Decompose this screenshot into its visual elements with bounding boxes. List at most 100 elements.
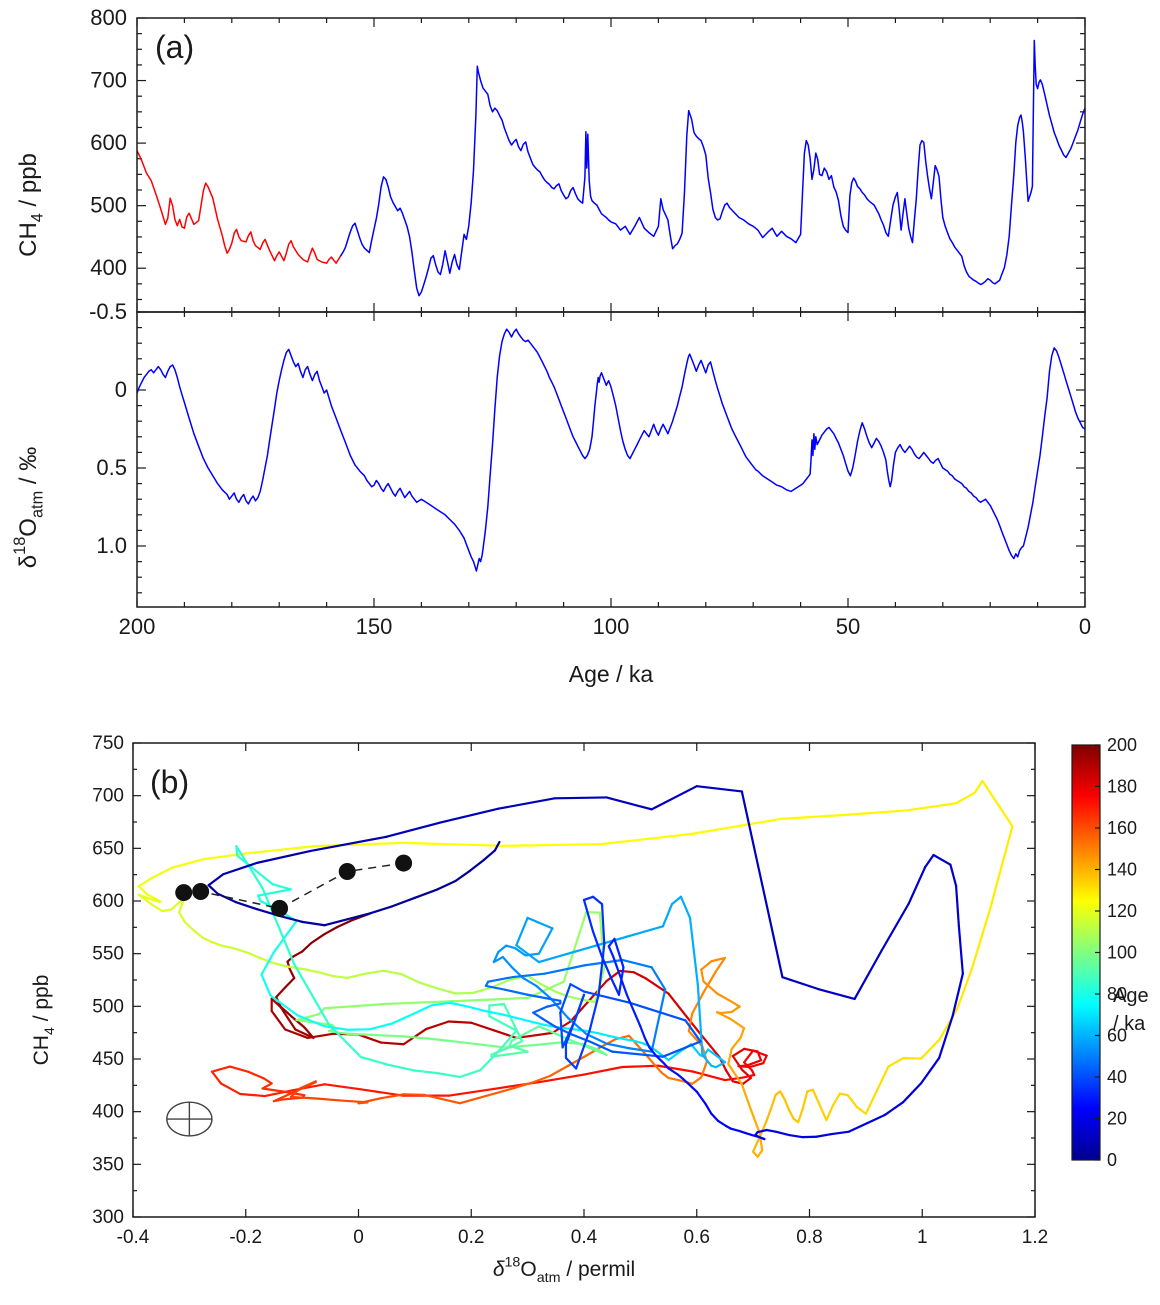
phase-segment — [533, 1013, 542, 1019]
phase-segment — [771, 1095, 776, 1108]
phase-segment — [627, 995, 641, 1027]
x-tick-label: 0.8 — [796, 1227, 822, 1248]
phase-segment — [194, 930, 203, 937]
y-tick-label: 500 — [92, 996, 124, 1017]
phase-segment — [302, 922, 325, 925]
phase-segment — [545, 965, 586, 973]
phase-segment — [990, 826, 1013, 910]
phase-segment — [555, 797, 607, 798]
phase-segment — [274, 963, 288, 966]
phase-x-axis-label: δ18Oatm / permil — [493, 1255, 635, 1286]
phase-segment — [503, 957, 512, 967]
phase-segment — [506, 946, 515, 949]
phase-segment — [325, 1026, 348, 1029]
y-tick-label: 400 — [92, 1102, 124, 1123]
phase-segment — [921, 1040, 939, 1059]
colorbar-tick-label: 20 — [1107, 1109, 1127, 1129]
phase-segment — [706, 1104, 712, 1113]
phase-segment — [530, 1021, 544, 1024]
black-dot-marker — [175, 884, 192, 901]
phase-segment — [139, 878, 153, 886]
phase-segment — [816, 1134, 831, 1137]
phase-segment — [484, 850, 495, 860]
colorbar-tick-label: 180 — [1107, 777, 1137, 797]
phase-segment — [516, 918, 527, 945]
phase-segment — [669, 994, 680, 1008]
panel-b-letter: (b) — [150, 764, 189, 800]
phase-segment — [525, 1026, 539, 1033]
phase-segment — [415, 1071, 438, 1074]
x-tick-label: 0.6 — [684, 1227, 710, 1248]
y-tick-label: 0.5 — [96, 455, 127, 480]
colorbar-label-line1: Age — [1113, 985, 1149, 1007]
phase-segment — [171, 902, 179, 909]
phase-segment — [782, 977, 818, 989]
phase-segment — [826, 1105, 833, 1120]
phase-segment — [855, 951, 882, 999]
phase-segment — [744, 1051, 753, 1063]
phase-segment — [582, 1000, 596, 1003]
phase-segment — [539, 1026, 553, 1032]
d18o-y-axis-label: δ18Oatm / ‰ — [11, 447, 47, 568]
black-dot-marker — [192, 883, 209, 900]
x-tick-label: 0 — [353, 1227, 364, 1248]
colorbar-tick-label: 160 — [1107, 818, 1137, 838]
phase-segment — [646, 979, 657, 987]
phase-segment — [381, 1043, 404, 1045]
phase-segment — [882, 904, 909, 951]
phase-segment — [885, 1102, 903, 1115]
phase-segment — [469, 1043, 505, 1047]
phase-segment — [593, 897, 602, 904]
phase-segment — [392, 898, 415, 906]
phase-segment — [701, 970, 703, 982]
phase-segment — [982, 781, 1012, 826]
phase-segment — [634, 972, 646, 978]
phase-segment — [320, 973, 334, 977]
y-tick-label: 650 — [92, 838, 124, 859]
phase-segment — [533, 1007, 547, 1013]
y-tick-label: 300 — [92, 1207, 124, 1228]
phase-segment — [285, 978, 294, 987]
y-tick-label: 400 — [90, 255, 127, 280]
x-tick-label: 150 — [356, 614, 393, 639]
phase-segment — [697, 1092, 706, 1105]
phase-segment — [489, 1016, 503, 1023]
y-tick-label: 500 — [90, 193, 127, 218]
phase-segment — [741, 1028, 744, 1037]
phase-segment — [370, 906, 393, 913]
phase-segment — [669, 1078, 683, 1081]
phase-segment — [925, 855, 933, 867]
phase-segment — [325, 1084, 361, 1089]
phase-segment — [701, 961, 711, 969]
phase-segment — [441, 809, 499, 823]
phase-segment — [248, 1072, 264, 1079]
phase-segment — [172, 859, 204, 867]
phase-segment — [162, 909, 171, 911]
phase-segment — [866, 1090, 877, 1114]
phase-segment — [290, 969, 295, 978]
phase-segment — [262, 975, 271, 996]
phase-segment — [564, 912, 587, 982]
phase-segment — [658, 1066, 693, 1072]
phase-segment — [383, 971, 401, 974]
phase-segment — [401, 1036, 433, 1039]
phase-segment — [831, 1132, 849, 1135]
phase-segment — [437, 1073, 460, 1077]
phase-segment — [324, 927, 338, 935]
phase-segment — [608, 1036, 617, 1038]
y-tick-label: 550 — [92, 944, 124, 965]
phase-segment — [471, 1023, 494, 1031]
phase-segment — [640, 1026, 645, 1038]
phase-segment — [622, 960, 651, 967]
phase-trajectory — [139, 781, 1013, 1157]
phase-segment — [956, 886, 959, 927]
x-tick-label: 100 — [593, 614, 630, 639]
phase-segment — [767, 1130, 776, 1132]
phase-segment — [607, 797, 652, 809]
phase-segment — [849, 810, 907, 814]
phase-segment — [419, 983, 437, 989]
phase-segment — [552, 1032, 566, 1038]
phase-segment — [401, 974, 419, 982]
phase-segment — [742, 1084, 751, 1109]
phase-segment — [470, 860, 484, 871]
